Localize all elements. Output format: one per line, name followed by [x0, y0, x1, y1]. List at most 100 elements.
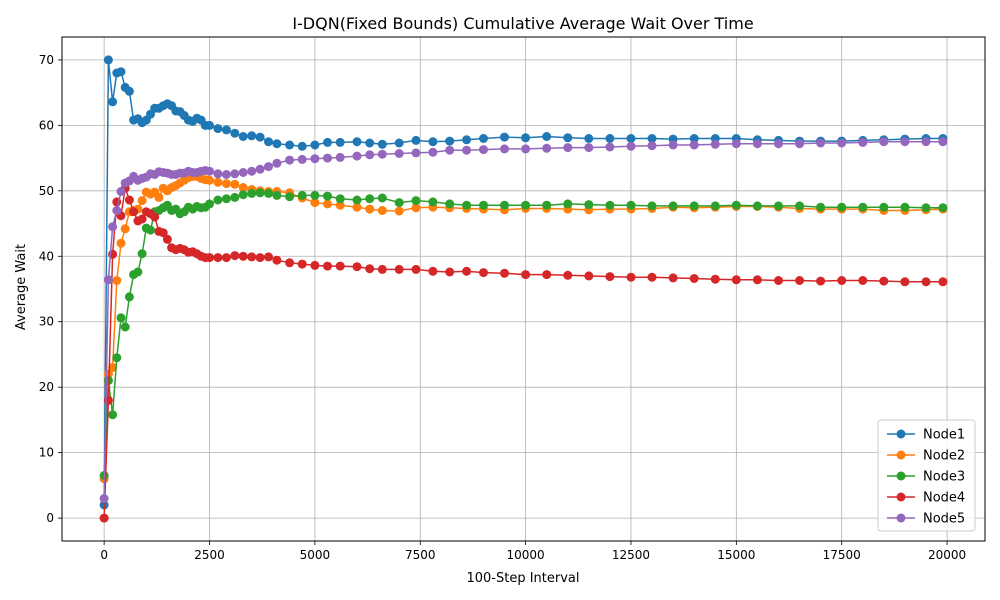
data-point: [120, 224, 130, 234]
data-point: [542, 132, 552, 141]
y-axis-label: Average Wait: [14, 244, 29, 330]
data-point: [521, 200, 531, 210]
y-axis-ticks: 0 10 20 30 40 50 60 70: [39, 53, 62, 525]
data-point: [428, 266, 438, 276]
data-point: [285, 192, 295, 202]
series-line: [103, 187, 943, 519]
data-point: [647, 272, 657, 282]
data-point: [500, 144, 509, 154]
data-point: [255, 164, 265, 174]
data-point: [605, 142, 615, 152]
data-point: [146, 225, 155, 235]
data-point: [264, 137, 273, 147]
data-point: [377, 139, 387, 149]
data-point: [521, 144, 531, 154]
data-point: [116, 67, 126, 77]
data-point: [213, 169, 223, 179]
data-point: [752, 201, 762, 211]
legend-label: Node4: [923, 491, 965, 506]
data-point: [238, 132, 248, 141]
data-point: [137, 214, 147, 224]
data-point: [584, 143, 594, 153]
data-point: [221, 179, 231, 189]
data-point: [445, 145, 455, 155]
data-point: [247, 252, 257, 262]
data-point: [323, 191, 332, 201]
data-point: [689, 140, 699, 150]
data-point: [116, 187, 126, 196]
data-point: [584, 271, 594, 281]
data-point: [428, 147, 438, 157]
plot-frame: [61, 36, 986, 542]
data-point: [297, 154, 307, 164]
legend-label: Node2: [923, 449, 965, 464]
data-point: [689, 201, 699, 211]
data-point: [154, 192, 164, 202]
data-point: [255, 188, 265, 198]
data-point: [411, 135, 421, 145]
legend-label: Node5: [923, 512, 965, 527]
y-tick-label: 50: [39, 184, 54, 198]
legend-box: [877, 419, 976, 532]
data-point: [335, 261, 345, 271]
legend-swatch-marker: [896, 513, 906, 523]
data-point: [795, 276, 805, 285]
data-point: [335, 200, 345, 210]
data-point: [445, 267, 455, 277]
data-point: [124, 195, 134, 205]
data-point: [689, 134, 699, 143]
data-point: [272, 139, 282, 149]
data-point: [900, 277, 910, 287]
data-point: [365, 150, 375, 160]
data-point: [500, 200, 509, 210]
data-point: [137, 249, 147, 259]
data-point: [323, 137, 332, 147]
data-point: [272, 158, 282, 168]
data-point: [352, 137, 362, 147]
data-point: [731, 275, 741, 285]
chart-title: I-DQN(Fixed Bounds) Cumulative Average W…: [292, 14, 753, 33]
data-point: [900, 137, 910, 147]
legend-label: Node1: [923, 428, 965, 443]
data-point: [99, 494, 109, 503]
data-point: [247, 131, 257, 141]
data-point: [479, 134, 488, 143]
data-point: [103, 275, 113, 285]
y-tick-label: 20: [39, 380, 54, 394]
x-tick-label: 0: [100, 548, 108, 562]
data-point: [213, 253, 223, 263]
data-point: [394, 264, 404, 274]
data-point: [323, 261, 332, 271]
data-point: [837, 276, 847, 285]
data-point: [247, 188, 257, 198]
x-tick-label: 10000: [507, 548, 545, 562]
data-point: [445, 136, 455, 146]
data-point: [605, 200, 615, 210]
data-point: [108, 222, 118, 232]
data-point: [774, 276, 783, 285]
data-point: [411, 196, 421, 206]
data-point: [352, 195, 362, 205]
data-point: [428, 197, 438, 207]
data-point: [563, 133, 573, 143]
x-tick-label: 2500: [194, 548, 225, 562]
data-point: [710, 274, 720, 284]
data-point: [542, 270, 552, 280]
data-point: [879, 276, 889, 286]
data-point: [938, 277, 948, 287]
data-point: [462, 135, 472, 145]
data-point: [124, 86, 134, 96]
data-point: [112, 353, 122, 363]
data-point: [221, 194, 231, 204]
data-point: [162, 234, 172, 244]
data-point: [445, 199, 455, 209]
series-node3: [99, 188, 948, 480]
data-point: [462, 145, 472, 155]
y-tick-label: 10: [39, 446, 54, 460]
data-point: [900, 202, 910, 212]
y-tick-label: 30: [39, 315, 54, 329]
data-point: [668, 273, 678, 283]
data-point: [795, 139, 805, 149]
data-point: [731, 139, 741, 149]
data-point: [563, 199, 573, 209]
